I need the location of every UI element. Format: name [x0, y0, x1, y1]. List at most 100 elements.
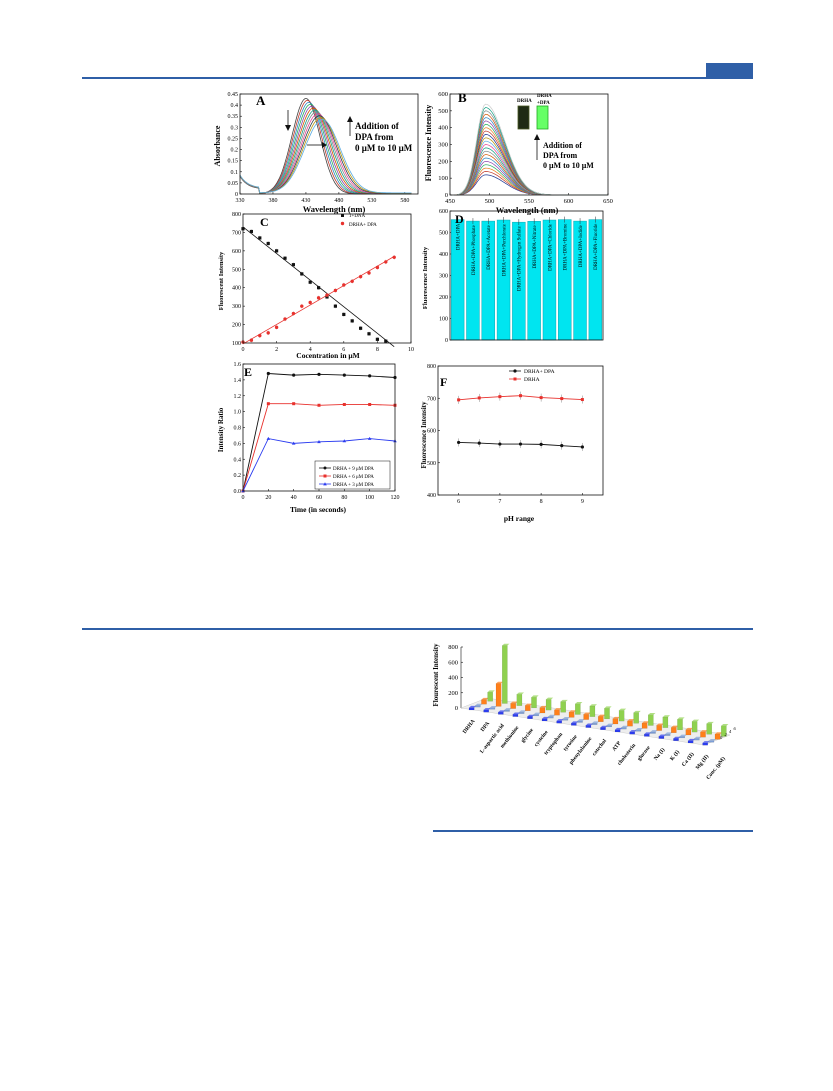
panel-g-depth-label: 2: [725, 732, 728, 737]
panel-g-bar: [671, 727, 677, 733]
panel-f-chart: 400 500 600 700 800 6 7 8 9 F DRHA+ DPA DRHA pH …: [420, 364, 604, 523]
panel-g-bar-top: [575, 702, 583, 704]
panel-b-xtick-label: 450: [445, 198, 455, 205]
panel-c-point-red: [325, 293, 329, 297]
panel-c-xtick-label: 10: [408, 347, 414, 353]
panel-g-bar-top: [539, 705, 547, 708]
panel-g-category-label: glycine: [520, 727, 535, 744]
panel-c-xtick-label: 2: [275, 347, 278, 353]
panel-g-bar: [498, 711, 504, 715]
panel-f-label: F: [440, 375, 447, 389]
panel-e-legend-1: DRHA + 9 μM DPA: [333, 467, 374, 472]
panel-f-xtick-label: 7: [498, 499, 501, 505]
panel-c-point-black: [359, 326, 363, 330]
panel-g-bar: [650, 731, 656, 734]
panel-g-bar-top: [721, 724, 729, 726]
panel-b-ytick-label: 500: [438, 108, 448, 115]
panel-g-bar: [585, 725, 592, 728]
panel-g-bar: [583, 714, 589, 720]
panel-g-bar-top: [577, 719, 585, 721]
panel-a-ytick-label: 0.3: [231, 125, 239, 131]
panel-g-bar-top: [694, 736, 702, 739]
panel-b-ytick-label: 100: [438, 175, 448, 182]
panel-c-ytick-label: 200: [232, 323, 241, 329]
panel-g-bar: [687, 740, 694, 744]
panel-g-bar: [495, 683, 502, 707]
panel-c-point-red: [350, 279, 354, 283]
panel-f-legend-marker-2: [513, 377, 517, 381]
panel-a-annotation-3: 0 μM to 10 μM: [355, 143, 413, 153]
panel-e-ytick-label: 0.8: [234, 426, 242, 432]
panel-a-annotation-2: DPA from: [355, 132, 394, 142]
panel-c-point-red: [274, 325, 279, 330]
panel-b-annotation-1: Addition of: [543, 141, 582, 150]
panel-g-bar-top: [673, 736, 681, 739]
panel-d-bar-label: DRHA+DPA+Bromine: [564, 223, 569, 271]
panel-g-bar: [512, 714, 519, 717]
panel-c-point-black: [283, 256, 287, 260]
panel-g-bar: [664, 734, 671, 736]
panel-c-label: C: [260, 215, 269, 229]
panel-g-bar: [673, 738, 679, 741]
panel-a-spectrum-line: [239, 119, 412, 194]
panel-c-point-black: [266, 241, 270, 246]
panel-g-bar-top: [685, 727, 693, 730]
panel-e-xtick-label: 80: [341, 495, 347, 501]
panel-g-bar-top: [671, 725, 679, 728]
panel-e-point: [266, 402, 270, 406]
panel-g-category-label: Mg (II): [694, 753, 710, 771]
panel-g-bar-top: [519, 710, 527, 713]
panel-e-point: [317, 372, 321, 376]
panel-c-point-black: [367, 332, 371, 336]
panel-g-bar: [679, 736, 685, 739]
panel-a-ytick-label: 0.05: [228, 181, 239, 187]
panel-c-point-red: [249, 338, 254, 342]
panel-g-bar-top: [475, 703, 483, 706]
panel-g-bar: [633, 712, 639, 724]
panel-g-bar-top: [606, 723, 614, 726]
panel-g-bar-top: [510, 701, 518, 704]
panel-c-legend-marker-2: [340, 221, 345, 226]
panel-e-ytick-label: 0.2: [234, 473, 242, 479]
panel-a-xtick-label: 430: [301, 198, 310, 204]
panel-c-point-red: [258, 333, 262, 338]
panel-f-xtick-label: 8: [540, 499, 543, 505]
panel-g-bar-top: [629, 730, 637, 732]
panel-g-bar-top: [627, 719, 635, 721]
panel-f-point: [457, 440, 461, 445]
panel-g-bar-top: [548, 714, 556, 717]
panel-a-xtick-label: 580: [400, 198, 409, 204]
panel-b-inset-label-3: +DPA: [537, 101, 550, 106]
panel-g-bar: [706, 723, 712, 735]
panel-g-bar-top: [708, 738, 716, 741]
panel-e-legend-marker-3: [323, 482, 327, 486]
panel-b-inset-vial-2: [536, 105, 549, 130]
panel-g-bar: [571, 722, 577, 726]
panel-g-bar: [518, 712, 525, 714]
panel-g-bar: [502, 645, 508, 704]
panel-a-chart: 0 0.05 0.1 0.15 0.2 0.25 0.3 0.35 0.4 0.45 330 380 4…: [213, 92, 419, 214]
panel-g-bar-top: [648, 713, 656, 715]
panel-d-plot-frame: [449, 210, 604, 341]
panel-g-bar: [721, 725, 727, 737]
panel-a-xlabel: Wavelength (nm): [303, 204, 366, 214]
panel-d-bar-label: DRHA+DPA+Hydrogen Sulfate: [518, 225, 523, 291]
panel-f-ylabel: Fluorescence Intensity: [420, 401, 428, 468]
panel-g-bar: [510, 703, 516, 709]
panel-c-point-red: [291, 311, 296, 316]
panel-c-point-black: [375, 337, 379, 341]
panel-g-bar-top: [569, 710, 577, 713]
panel-d-bar-label: DRHA+DPA+Phosphate: [472, 224, 477, 275]
panel-d-ytick-label: 300: [439, 274, 448, 280]
panel-f-point: [457, 398, 461, 402]
panel-c-point-black: [342, 312, 346, 317]
panel-g-bar-top: [589, 704, 597, 707]
panel-g-bar-top: [546, 697, 554, 700]
panel-f-ytick-label: 500: [427, 461, 436, 467]
panel-f-legend-2: DRHA: [524, 377, 540, 383]
panel-g-ytick-label: 400: [448, 675, 458, 682]
panel-e-point: [266, 371, 270, 376]
panel-d-chart: 0 100 200 300 400 500 600 DRHA+DPA DRHA+DPA+Phos…: [422, 209, 604, 344]
panel-e-ytick-label: 0.0: [234, 489, 242, 495]
panel-g-bar-top: [706, 721, 714, 724]
